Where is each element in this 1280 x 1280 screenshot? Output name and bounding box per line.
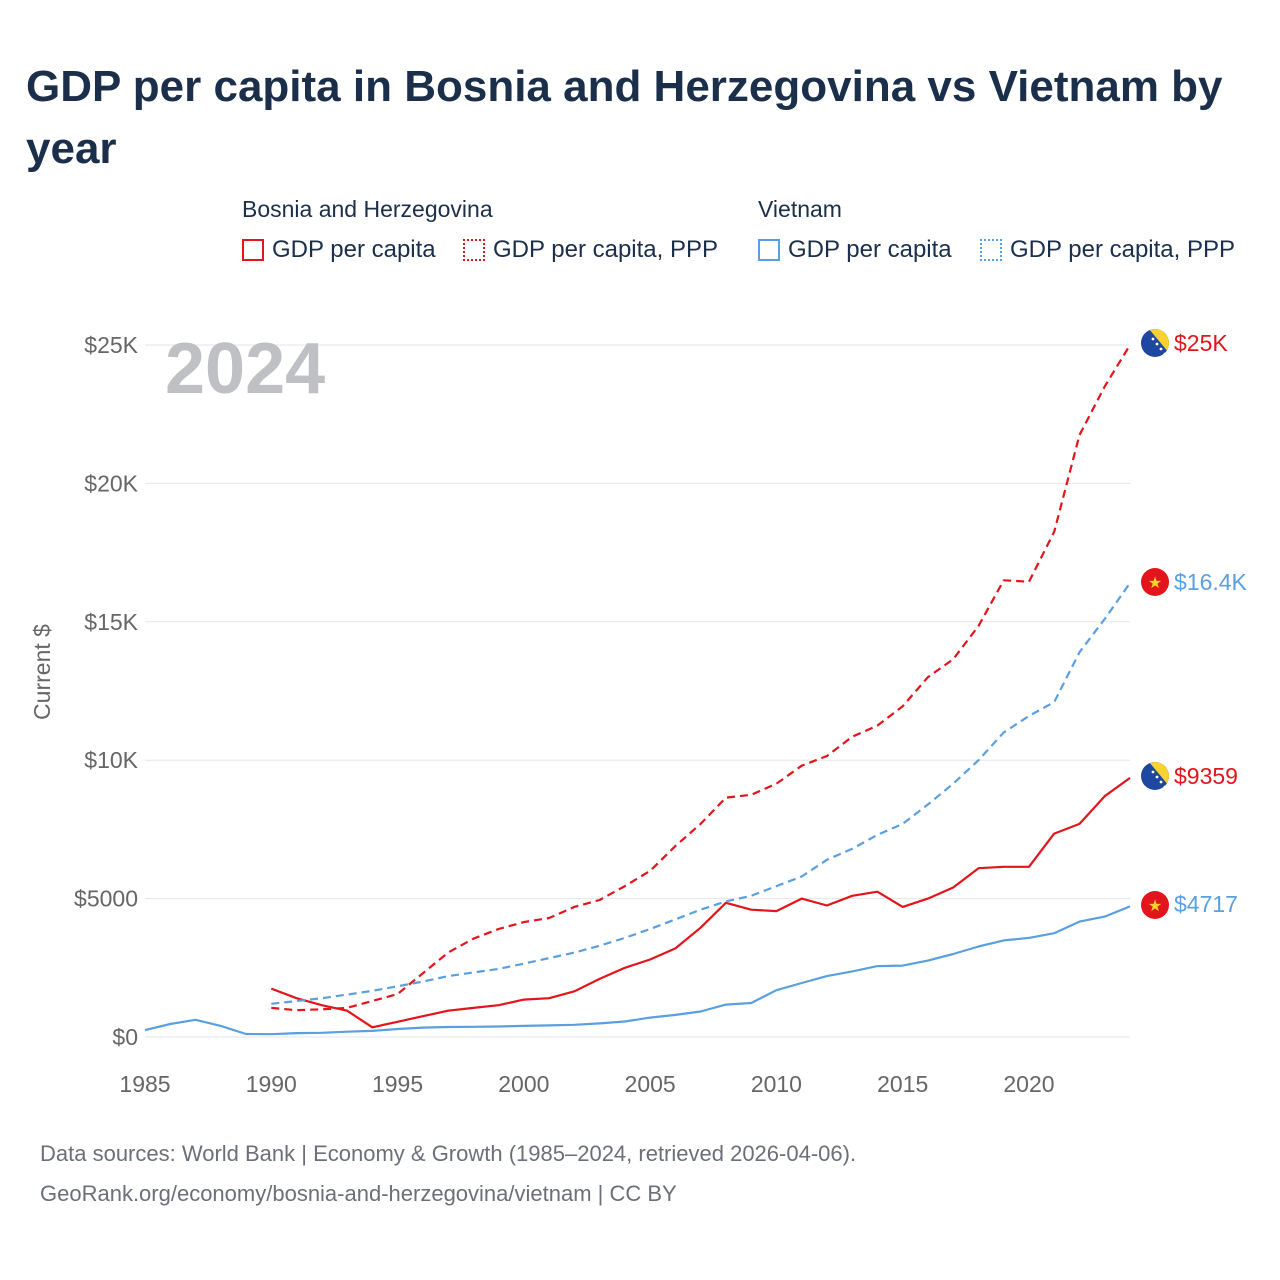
y-tick-label: $20K bbox=[84, 470, 138, 496]
x-tick-label: 2015 bbox=[877, 1071, 928, 1097]
svg-text:★: ★ bbox=[1148, 573, 1162, 592]
y-tick-label: $15K bbox=[84, 609, 138, 635]
legend-item-vietnam-gdp[interactable]: GDP per capita bbox=[758, 236, 952, 264]
year-watermark: 2024 bbox=[165, 329, 325, 409]
bosnia-flag-icon bbox=[1141, 329, 1169, 357]
end-label-bosnia-gdp: $9359 bbox=[1174, 763, 1238, 789]
svg-text:★: ★ bbox=[1148, 896, 1162, 915]
bosnia-flag-icon bbox=[1141, 762, 1169, 790]
legend-group-vietnam: Vietnam bbox=[758, 196, 842, 222]
x-tick-label: 2000 bbox=[498, 1071, 549, 1097]
legend-swatch-solid-red bbox=[242, 239, 264, 261]
vietnam-flag-icon: ★ bbox=[1141, 891, 1169, 919]
y-tick-label: $0 bbox=[112, 1024, 138, 1050]
vietnam-flag-icon: ★ bbox=[1141, 568, 1169, 596]
series-line bbox=[270, 777, 1131, 1029]
y-tick-label: $5000 bbox=[74, 886, 138, 912]
legend-group-bosnia: Bosnia and Herzegovina bbox=[242, 196, 493, 222]
grid-lines bbox=[145, 344, 1130, 1038]
legend-item-bosnia-gdp[interactable]: GDP per capita bbox=[242, 236, 436, 264]
legend-item-bosnia-ppp[interactable]: GDP per capita, PPP bbox=[463, 236, 718, 264]
x-tick-label: 1985 bbox=[119, 1071, 170, 1097]
x-axis-ticks: 1985 1990 1995 2000 2005 2010 2015 2020 bbox=[119, 1071, 1054, 1097]
source-line-2[interactable]: GeoRank.org/economy/bosnia-and-herzegovi… bbox=[40, 1181, 677, 1206]
legend-label: GDP per capita bbox=[788, 236, 952, 263]
legend-label: GDP per capita, PPP bbox=[1010, 236, 1235, 263]
series-line bbox=[144, 905, 1131, 1036]
series-lines bbox=[144, 344, 1131, 1036]
end-label-vietnam-gdp: $4717 bbox=[1174, 891, 1238, 917]
legend-label: GDP per capita, PPP bbox=[493, 236, 718, 263]
y-axis-title: Current $ bbox=[29, 624, 55, 720]
source-line-1: Data sources: World Bank | Economy & Gro… bbox=[40, 1141, 857, 1166]
x-tick-label: 2005 bbox=[625, 1071, 676, 1097]
end-label-bosnia-ppp: $25K bbox=[1174, 330, 1228, 356]
y-tick-label: $10K bbox=[84, 747, 138, 773]
series-line bbox=[271, 344, 1131, 1012]
legend-swatch-dotted-blue bbox=[980, 239, 1002, 261]
legend-swatch-solid-blue bbox=[758, 239, 780, 261]
x-tick-label: 1995 bbox=[372, 1071, 423, 1097]
legend-label: GDP per capita bbox=[272, 236, 436, 263]
legend-item-vietnam-ppp[interactable]: GDP per capita, PPP bbox=[980, 236, 1235, 264]
line-chart: $0 $5000 $10K $15K $20K $25K 1985 1990 1995 2000… bbox=[29, 329, 1248, 1097]
x-tick-label: 1990 bbox=[246, 1071, 297, 1097]
legend-swatch-dotted-red bbox=[463, 239, 485, 261]
y-tick-label: $25K bbox=[84, 332, 138, 358]
x-tick-label: 2020 bbox=[1003, 1071, 1054, 1097]
x-tick-label: 2010 bbox=[751, 1071, 802, 1097]
y-axis-ticks: $0 $5000 $10K $15K $20K $25K bbox=[74, 332, 139, 1050]
series-line bbox=[271, 582, 1131, 1005]
chart-title: GDP per capita in Bosnia and Herzegovina… bbox=[26, 62, 1223, 173]
end-label-vietnam-ppp: $16.4K bbox=[1174, 569, 1248, 595]
